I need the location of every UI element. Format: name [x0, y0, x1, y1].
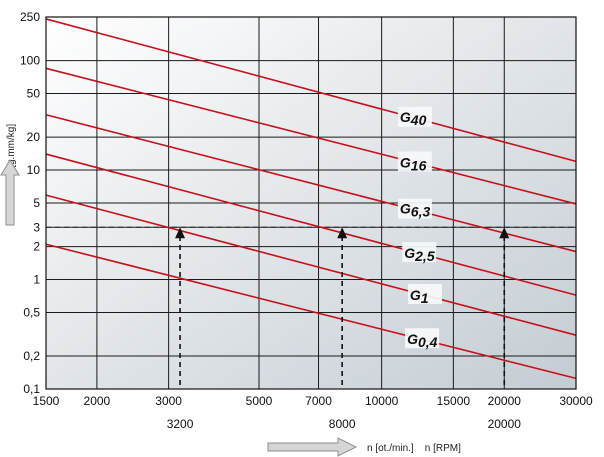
x-tick-label: 2000: [84, 394, 111, 408]
x-tick-label: 1500: [33, 394, 60, 408]
series-label: G1: [407, 284, 442, 306]
svg-text:G1: G1: [410, 287, 429, 306]
y-tick-label: 100: [20, 54, 40, 68]
y-tick-label: 3: [33, 220, 40, 234]
series-label: G0,4: [405, 328, 440, 350]
series-line: [45, 153, 577, 296]
series-line: [45, 18, 577, 163]
y-tick-label: 50: [27, 87, 41, 101]
y-axis-arrow: [0, 159, 20, 226]
series-lines: [45, 18, 577, 380]
svg-text:G0,4: G0,4: [407, 331, 438, 350]
plot-frame: [45, 16, 577, 390]
x-tick-label: 5000: [246, 394, 273, 408]
series-label: G6,3: [397, 198, 432, 220]
marker-label: 3200: [167, 417, 194, 431]
y-tick-label: 250: [20, 10, 40, 24]
y-tick-label: 5: [33, 196, 40, 210]
series-line: [45, 243, 577, 380]
svg-text:G6,3: G6,3: [400, 201, 431, 220]
svg-text:G40: G40: [400, 109, 427, 128]
series-label: G16: [397, 151, 432, 173]
x-tick-label: 7000: [305, 394, 332, 408]
labels: 1500 2000 3000 5000 7000 10000 15000 20000 30000…: [20, 10, 593, 431]
y-tick-label: 10: [27, 163, 41, 177]
x-axis-arrow: [267, 437, 358, 457]
marker-label: 20000: [488, 417, 522, 431]
y-axis-label: e [g.mm/kg]: [6, 124, 17, 176]
y-tick-label: 1: [33, 273, 40, 287]
marker-arrows: [175, 227, 510, 385]
marker-arrow: [499, 227, 510, 385]
series-line: [45, 113, 577, 253]
x-axis-label: n [ot./min.] n [RPM]: [367, 443, 461, 454]
x-tick-label: 10000: [365, 394, 399, 408]
svg-text:G2,5: G2,5: [404, 245, 435, 264]
x-tick-label: 3000: [155, 394, 182, 408]
x-tick-label: 30000: [559, 394, 593, 408]
y-tick-label: 20: [27, 130, 41, 144]
y-tick-label: 0,5: [23, 305, 40, 319]
marker-arrow: [337, 227, 348, 385]
marker-label: 8000: [329, 417, 356, 431]
series-line: [45, 194, 577, 336]
x-tick-label: 20000: [488, 394, 522, 408]
series-label: G40: [397, 106, 432, 128]
series-line: [45, 67, 577, 205]
y-tick-label: 2: [33, 240, 40, 254]
series-label: G2,5: [402, 242, 437, 264]
y-tick-label: 0,1: [23, 382, 40, 396]
x-tick-label: 15000: [437, 394, 471, 408]
svg-text:G16: G16: [400, 154, 427, 173]
marker-arrow: [175, 227, 186, 385]
y-tick-label: 0,2: [23, 349, 40, 363]
